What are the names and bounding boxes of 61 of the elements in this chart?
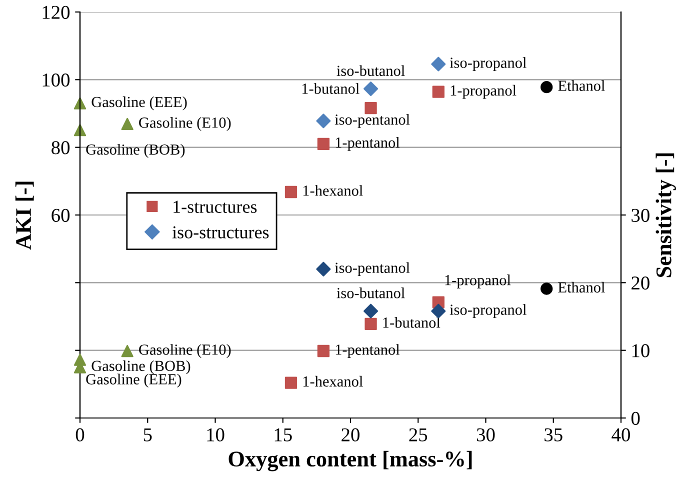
point [121, 344, 134, 358]
x-tick-label: 35 [544, 428, 562, 442]
y-tick-label: 120 [42, 6, 70, 19]
y2-tick-label: 20 [632, 276, 650, 290]
annotation: 1-pentanol [336, 344, 400, 358]
point [431, 304, 446, 318]
annotation: 1-butanol [383, 317, 440, 328]
annotation: Gasoline (BOB) [92, 360, 190, 374]
annotation: Gasoline (E10) [139, 117, 231, 131]
x-tick-label: 30 [476, 428, 495, 442]
point [432, 86, 444, 98]
annotation: 1-hexanol [303, 185, 363, 196]
point [121, 118, 134, 130]
annotation: Gasoline (EEE) [92, 96, 187, 110]
annotation: Ethanol [558, 282, 605, 293]
y-axis-title: AKI [-] [15, 182, 34, 250]
point [317, 138, 330, 150]
y-tick-label: 60 [52, 208, 70, 222]
annotation: Gasoline (BOB) [86, 144, 185, 158]
x-axis-title: Oxygen content [mass-%] [228, 450, 472, 472]
annotation: iso-butanol [336, 288, 405, 298]
annotation: iso-pentanol [334, 262, 410, 276]
point [364, 82, 378, 96]
annotation: 1-butanol [302, 83, 360, 94]
annotation: 1-pentanol [336, 137, 400, 151]
annotation: iso-propanol [450, 304, 526, 318]
point [284, 186, 298, 198]
x-tick-label: 40 [612, 428, 630, 442]
point [316, 262, 331, 276]
annotation: iso-pentanol [334, 114, 410, 128]
y-tick-label: 80 [52, 141, 70, 154]
annotation: Ethanol [558, 80, 605, 91]
point [431, 56, 446, 72]
point [364, 102, 377, 114]
y2-tick-label: 30 [632, 208, 650, 222]
point [317, 344, 330, 358]
x-tick-label: 0 [76, 428, 84, 442]
point [316, 114, 331, 128]
x-tick-label: 25 [409, 428, 428, 442]
point [364, 318, 377, 330]
annotation: 1-hexanol [303, 376, 363, 387]
legend-label: iso-structures [172, 226, 269, 238]
annotation: 1-propanol [450, 84, 516, 99]
annotation: 1-propanol [445, 274, 511, 288]
y2-axis-title: Sensitivity [-] [656, 153, 676, 278]
y2-tick-label: 0 [631, 412, 640, 425]
legend-label: 1-structures [174, 200, 257, 213]
annotation: iso-butanol [336, 65, 405, 76]
x-tick-label: 10 [207, 428, 224, 442]
point [284, 376, 298, 389]
x-tick-label: 5 [144, 428, 152, 442]
annotation: Gasoline (EEE) [86, 374, 182, 388]
y2-tick-label: 10 [632, 344, 650, 358]
point [540, 282, 553, 295]
annotation: Gasoline (E10) [139, 344, 231, 358]
y-tick-label: 100 [42, 73, 70, 87]
annotation: iso-propanol [450, 57, 526, 72]
point [364, 304, 378, 318]
x-tick-label: 20 [342, 428, 360, 442]
point [540, 81, 553, 94]
x-tick-label: 15 [274, 428, 292, 442]
